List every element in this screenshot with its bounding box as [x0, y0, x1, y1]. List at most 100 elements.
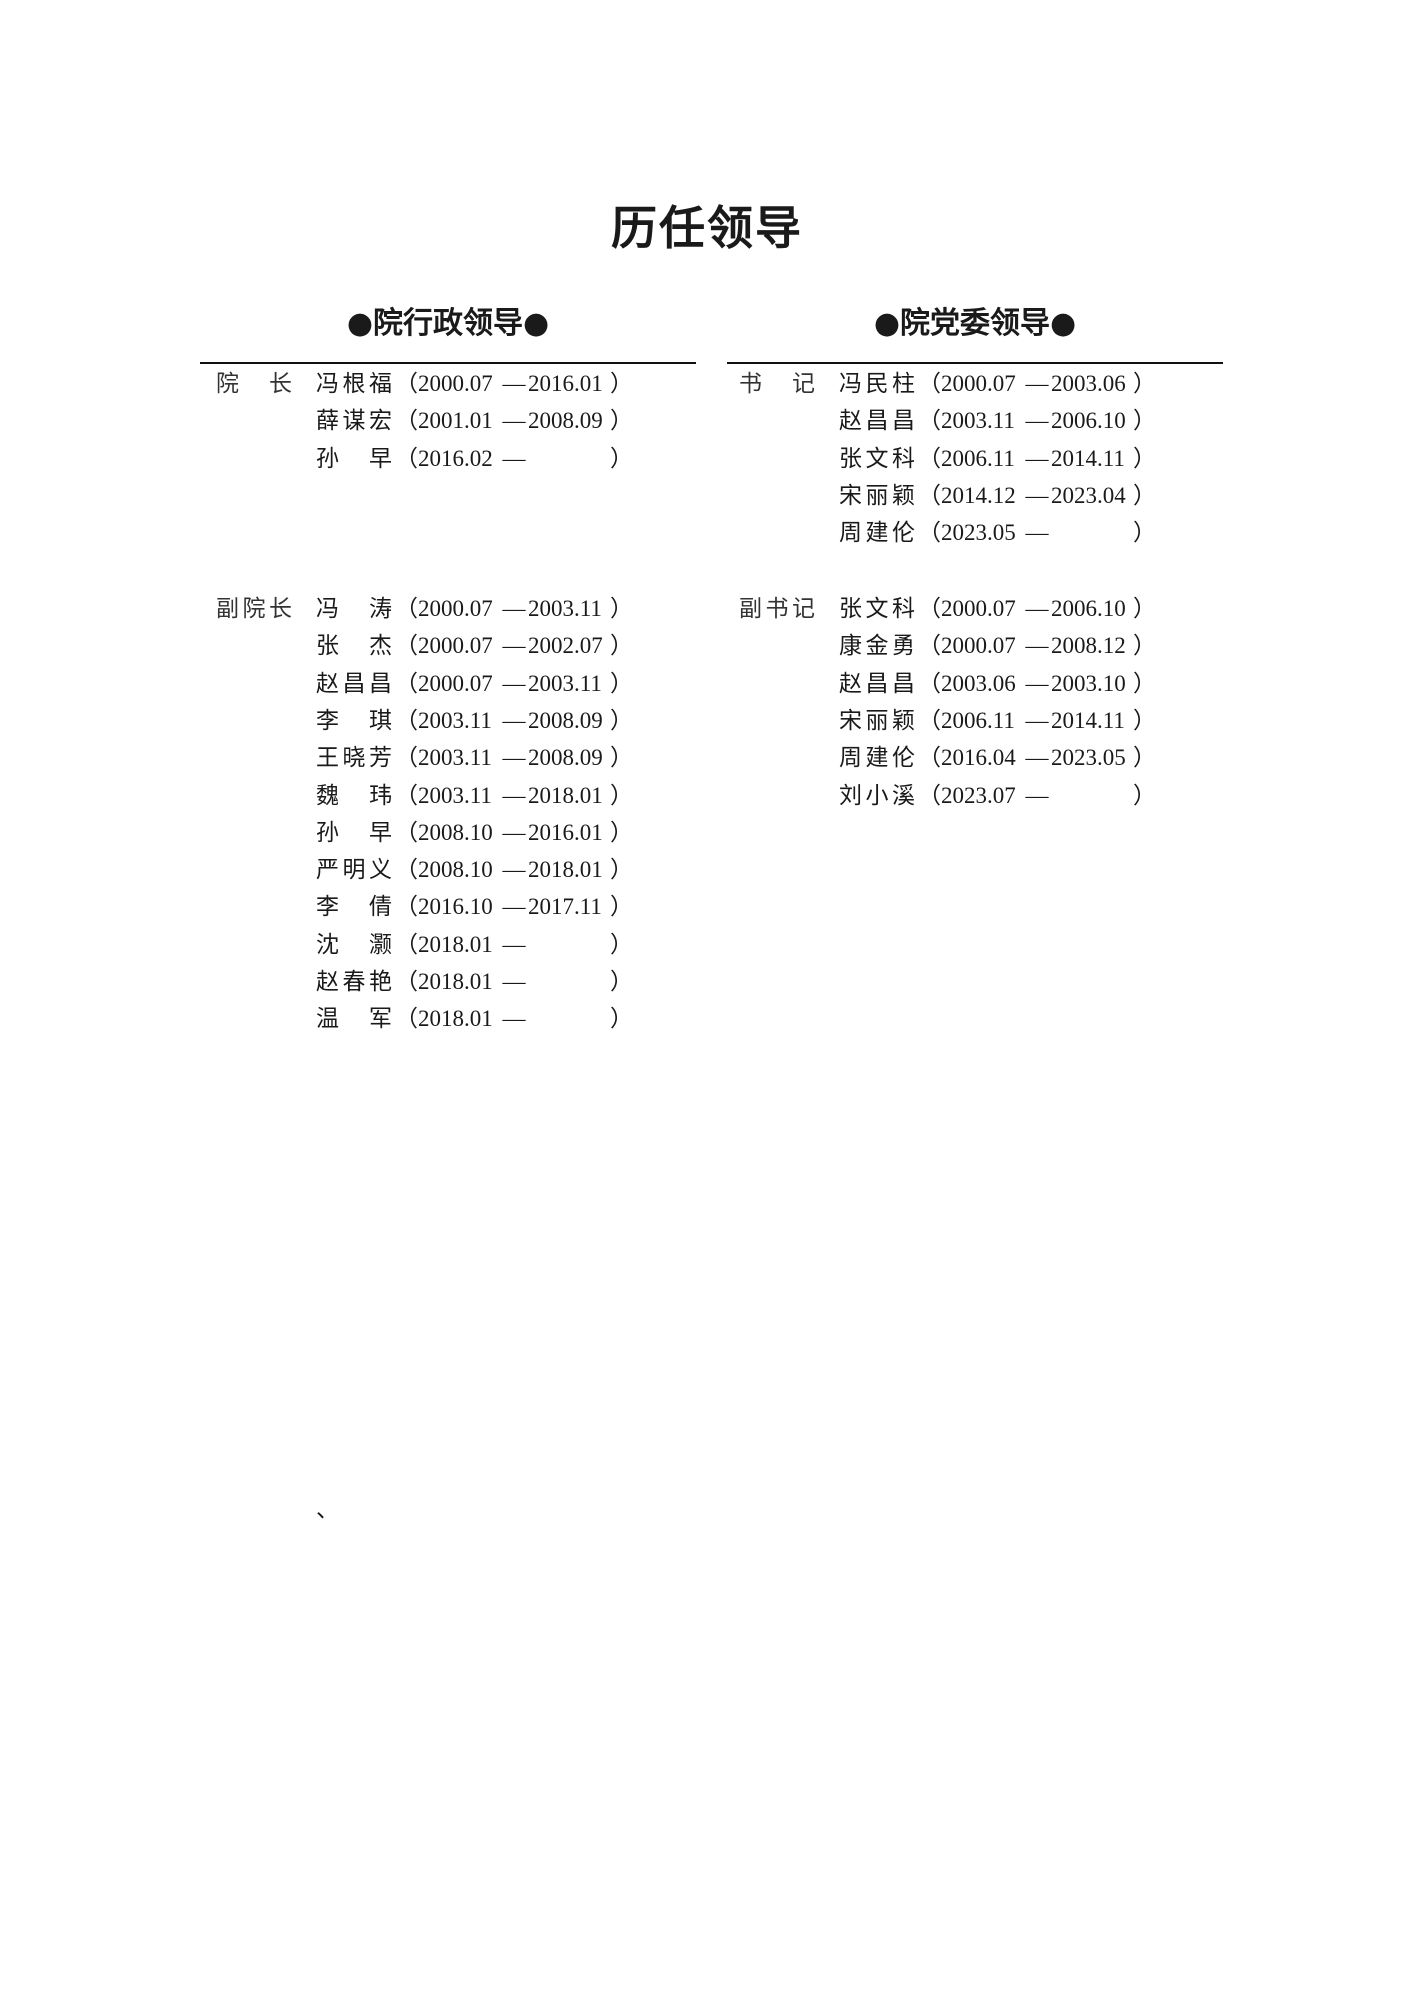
term-dash: — — [502, 371, 526, 396]
term-end: 2003.10 — [1051, 670, 1126, 696]
term-start: 2003.06 — [941, 670, 1016, 696]
term-start: 2000.07 — [418, 670, 493, 696]
right-paren: ） — [1133, 596, 1156, 621]
leader-name: 沈灏 — [316, 931, 392, 957]
leader-name: 宋丽颖 — [839, 482, 915, 508]
term-dash: — — [1025, 408, 1049, 434]
leader-name: 李琪 — [316, 707, 392, 733]
term-end — [528, 926, 610, 963]
term-start: 2018.01 — [418, 931, 493, 957]
left-paren: （ — [395, 894, 418, 920]
role-label: 书记 — [739, 371, 815, 396]
left-paren: （ — [918, 782, 941, 808]
left-paren: （ — [395, 819, 418, 845]
term-dash: — — [1025, 371, 1049, 396]
term-end — [1051, 514, 1133, 551]
leader-name: 赵昌昌 — [839, 408, 915, 434]
right-paren: ） — [1133, 670, 1156, 696]
term-dash: — — [1025, 670, 1049, 696]
left-paren: （ — [918, 670, 941, 696]
left-paren: （ — [918, 633, 941, 659]
term-start: 2006.11 — [941, 445, 1015, 471]
leader-name: 张文科 — [839, 445, 915, 471]
leader-name: 张文科 — [839, 596, 915, 621]
leader-name: 孙早 — [316, 445, 392, 471]
term-dash: — — [502, 782, 526, 808]
term-dash: — — [502, 670, 526, 696]
left-paren: （ — [918, 707, 941, 733]
leader-entry: 张文科（2000.07 —2006.10 ） — [839, 590, 1159, 627]
term-start: 2008.10 — [418, 819, 493, 845]
leader-name: 魏玮 — [316, 782, 392, 808]
leader-name: 温军 — [316, 1006, 392, 1032]
left-paren: （ — [918, 596, 941, 621]
leader-name: 宋丽颖 — [839, 707, 915, 733]
term-end: 2014.11 — [1051, 707, 1125, 733]
term-dash: — — [502, 894, 526, 920]
leader-name: 李倩 — [316, 894, 392, 920]
right-paren: ） — [610, 633, 633, 659]
term-end: 2003.11 — [528, 670, 602, 696]
term-dash: — — [502, 596, 526, 621]
left-paren: （ — [918, 520, 941, 546]
leader-entry: 张杰（2000.07 —2002.07 ） — [316, 627, 636, 664]
right-paren: ） — [1133, 782, 1156, 808]
term-end — [528, 440, 610, 477]
leader-name: 冯根福 — [316, 371, 392, 396]
leader-entry: 赵春艳（2018.01 — ） — [316, 963, 636, 1000]
left-paren: （ — [918, 745, 941, 771]
stray-punctuation-mark: 、 — [316, 1497, 339, 1522]
right-paren: ） — [610, 707, 633, 733]
term-start: 2000.07 — [941, 371, 1016, 396]
term-end: 2014.11 — [1051, 445, 1125, 471]
term-start: 2000.07 — [941, 633, 1016, 659]
section-heading-administration: ●院行政领导● — [346, 306, 550, 341]
term-dash: — — [1025, 745, 1049, 771]
term-dash: — — [1025, 707, 1049, 733]
left-paren: （ — [918, 445, 941, 471]
term-dash: — — [1025, 596, 1049, 621]
term-start: 2003.11 — [418, 707, 492, 733]
leader-entry: 冯涛（2000.07 —2003.11 ） — [316, 590, 636, 627]
term-end — [1051, 777, 1133, 814]
leader-entry: 冯民柱（2000.07 —2003.06 ） — [839, 365, 1159, 402]
leader-entry: 冯根福（2000.07 —2016.01 ） — [316, 365, 636, 402]
term-end: 2018.01 — [528, 782, 603, 808]
term-dash: — — [502, 819, 526, 845]
term-dash: — — [502, 969, 526, 994]
leader-name: 薛谋宏 — [316, 408, 392, 434]
left-paren: （ — [395, 969, 418, 994]
divider-party-committee — [727, 362, 1223, 364]
leader-name: 赵昌昌 — [316, 670, 392, 696]
leader-entry: 沈灏（2018.01 — ） — [316, 926, 636, 963]
leader-entry: 宋丽颖（2006.11 —2014.11 ） — [839, 702, 1159, 739]
leader-entry: 魏玮（2003.11 —2018.01 ） — [316, 777, 636, 814]
role-label: 院长 — [216, 371, 292, 396]
term-dash: — — [1025, 482, 1049, 508]
term-dash: — — [502, 857, 526, 883]
term-dash: — — [502, 1006, 526, 1032]
leader-entry: 孙早（2016.02 — ） — [316, 440, 636, 477]
left-paren: （ — [395, 857, 418, 883]
left-paren: （ — [395, 745, 418, 771]
leader-entry: 张文科（2006.11 —2014.11 ） — [839, 440, 1159, 477]
right-paren: ） — [610, 819, 633, 845]
term-start: 2023.07 — [941, 782, 1016, 808]
term-start: 2023.05 — [941, 520, 1016, 546]
divider-administration — [200, 362, 696, 364]
right-paren: ） — [610, 857, 633, 883]
term-end: 2006.10 — [1051, 408, 1126, 434]
left-paren: （ — [395, 633, 418, 659]
term-end: 2008.09 — [528, 408, 603, 434]
term-end — [528, 963, 610, 1000]
leader-name: 冯民柱 — [839, 371, 915, 396]
right-paren: ） — [610, 969, 633, 994]
role-label: 副院长 — [216, 596, 292, 621]
term-end: 2023.05 — [1051, 745, 1126, 771]
role-label: 副书记 — [739, 596, 815, 621]
term-dash: — — [1025, 445, 1049, 471]
right-paren: ） — [1133, 745, 1156, 771]
term-start: 2006.11 — [941, 707, 1015, 733]
leader-entry: 李琪（2003.11 —2008.09 ） — [316, 702, 636, 739]
term-dash: — — [502, 745, 526, 771]
